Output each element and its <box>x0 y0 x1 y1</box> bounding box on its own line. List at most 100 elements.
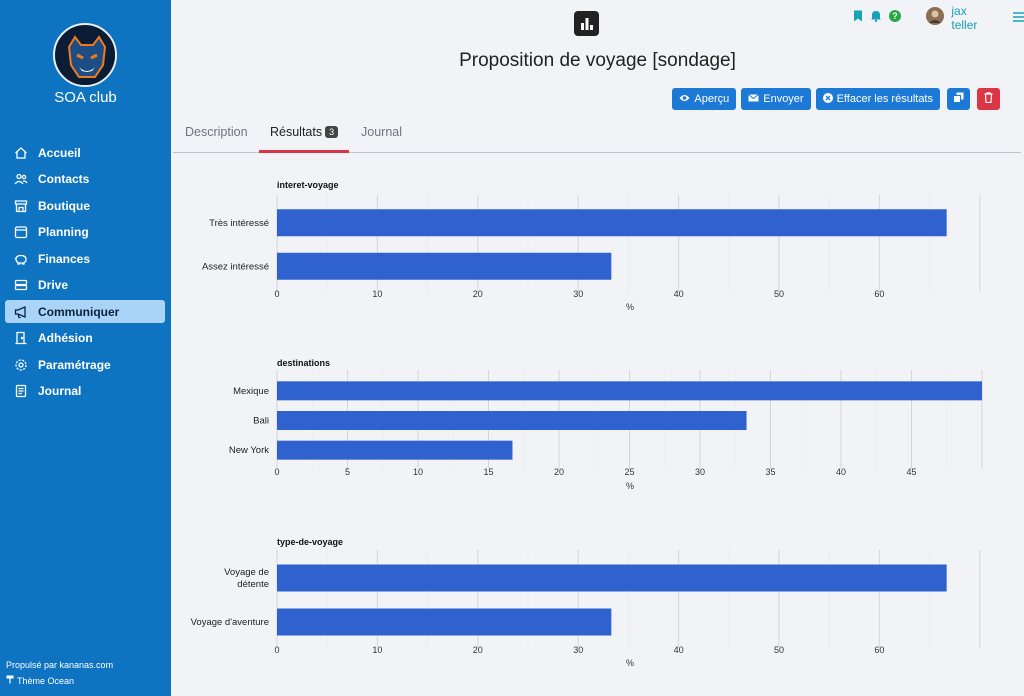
trash-icon <box>984 92 993 106</box>
sidebar-item-accueil[interactable]: Accueil <box>5 141 165 164</box>
club-logo[interactable] <box>53 23 117 87</box>
sidebar-item-journal[interactable]: Journal <box>5 380 165 403</box>
x-axis-label: % <box>626 658 634 668</box>
x-tick-label: 40 <box>674 645 684 655</box>
x-tick-label: 60 <box>874 645 884 655</box>
tab-description[interactable]: Description <box>185 125 248 139</box>
sidebar-item-label: Planning <box>38 225 89 239</box>
theme-label: Thème Ocean <box>17 676 75 686</box>
tab-resultats[interactable]: Résultats 3 <box>270 125 339 139</box>
clear-results-label: Effacer les résultats <box>836 93 933 105</box>
svg-text:?: ? <box>892 11 898 21</box>
sidebar-item-finances[interactable]: Finances <box>5 247 165 270</box>
results-count-badge: 3 <box>325 126 339 138</box>
preview-button[interactable]: Aperçu <box>672 88 737 110</box>
chart-title: destinations <box>277 358 330 368</box>
tab-label: Résultats <box>270 125 323 139</box>
close-circle-icon <box>822 92 833 106</box>
send-label: Envoyer <box>763 93 804 105</box>
bar <box>277 440 513 460</box>
bar <box>277 608 612 636</box>
x-tick-label: 35 <box>765 467 775 477</box>
topbar: ? jax teller <box>853 4 1024 32</box>
bar <box>277 411 747 430</box>
x-tick-label: 10 <box>372 645 382 655</box>
x-axis-label: % <box>626 481 634 491</box>
duplicate-button[interactable] <box>947 88 970 110</box>
active-tab-indicator <box>259 150 349 153</box>
delete-button[interactable] <box>977 88 1000 110</box>
powered-by-link[interactable]: Propulsé par kananas.com <box>6 660 114 670</box>
store-icon <box>14 199 28 213</box>
category-label: Mexique <box>233 386 269 397</box>
clear-results-button[interactable]: Effacer les résultats <box>815 88 940 110</box>
envelope-icon <box>748 93 760 105</box>
sidebar-nav: Accueil Contacts Boutique Planning Finan… <box>5 141 165 406</box>
megaphone-icon <box>14 305 28 319</box>
sidebar-item-label: Communiquer <box>38 304 120 319</box>
preview-label: Aperçu <box>694 93 730 105</box>
sidebar-item-communiquer[interactable]: Communiquer <box>5 300 165 323</box>
x-tick-label: 20 <box>473 289 483 299</box>
sidebar-item-label: Contacts <box>38 172 90 186</box>
category-label: détente <box>237 579 269 590</box>
x-tick-label: 10 <box>413 467 423 477</box>
club-name: SOA club <box>54 89 117 106</box>
journal-icon <box>14 384 28 398</box>
sidebar-item-boutique[interactable]: Boutique <box>5 194 165 217</box>
tab-journal[interactable]: Journal <box>361 125 402 139</box>
chart-title: type-de-voyage <box>277 537 343 547</box>
x-tick-label: 40 <box>836 467 846 477</box>
category-label: Très intéressé <box>209 218 269 229</box>
x-tick-label: 5 <box>345 467 350 477</box>
drive-icon <box>14 278 28 292</box>
sidebar-item-contacts[interactable]: Contacts <box>5 168 165 191</box>
x-tick-label: 45 <box>906 467 916 477</box>
category-label: New York <box>229 445 269 456</box>
page-title: Proposition de voyage [sondage] <box>459 50 736 71</box>
sidebar-item-label: Accueil <box>38 145 81 160</box>
action-bar: Aperçu Envoyer Effacer les résultats <box>672 88 1000 110</box>
sidebar-item-adhesion[interactable]: Adhésion <box>5 327 165 350</box>
sidebar-item-drive[interactable]: Drive <box>5 274 165 297</box>
username-link[interactable]: jax teller <box>951 4 978 32</box>
bar <box>277 209 947 237</box>
x-tick-label: 0 <box>274 289 279 299</box>
eye-icon <box>679 93 690 105</box>
piggy-bank-icon <box>14 252 28 266</box>
bar <box>277 381 982 401</box>
menu-icon[interactable] <box>1012 9 1024 27</box>
category-label: Voyage de <box>224 567 269 578</box>
sidebar-item-parametrage[interactable]: Paramétrage <box>5 353 165 376</box>
sidebar-item-label: Journal <box>38 384 82 398</box>
sidebar-item-planning[interactable]: Planning <box>5 221 165 244</box>
poll-app-icon <box>574 11 599 36</box>
results-charts: interet-voyage Très intéressé Assez intére… <box>191 180 983 668</box>
x-tick-label: 0 <box>274 467 279 477</box>
x-tick-label: 40 <box>674 289 684 299</box>
x-tick-label: 0 <box>274 645 279 655</box>
x-tick-label: 20 <box>554 467 564 477</box>
bell-icon[interactable] <box>870 9 882 27</box>
help-icon[interactable]: ? <box>889 9 901 27</box>
avatar[interactable] <box>926 6 945 30</box>
bar <box>277 252 612 280</box>
sidebar-item-label: Boutique <box>38 198 90 213</box>
sidebar-item-label: Finances <box>38 251 91 266</box>
door-icon <box>14 331 28 345</box>
x-tick-label: 30 <box>695 467 705 477</box>
theme-link[interactable]: Thème Ocean <box>6 673 113 689</box>
sidebar: SOA club Accueil Contacts Boutique Plann… <box>0 0 171 696</box>
send-button[interactable]: Envoyer <box>741 88 811 110</box>
x-tick-label: 20 <box>473 645 483 655</box>
x-axis-label: % <box>626 302 634 312</box>
home-icon <box>14 146 28 160</box>
tab-bar: Description Résultats 3 Journal <box>173 118 1021 153</box>
x-tick-label: 50 <box>774 645 784 655</box>
x-tick-label: 30 <box>573 645 583 655</box>
sidebar-item-label: Drive <box>38 278 69 292</box>
people-icon <box>14 172 28 186</box>
paint-roller-icon <box>6 673 14 689</box>
bookmark-icon[interactable] <box>853 9 863 27</box>
sidebar-item-label: Paramétrage <box>38 357 111 372</box>
